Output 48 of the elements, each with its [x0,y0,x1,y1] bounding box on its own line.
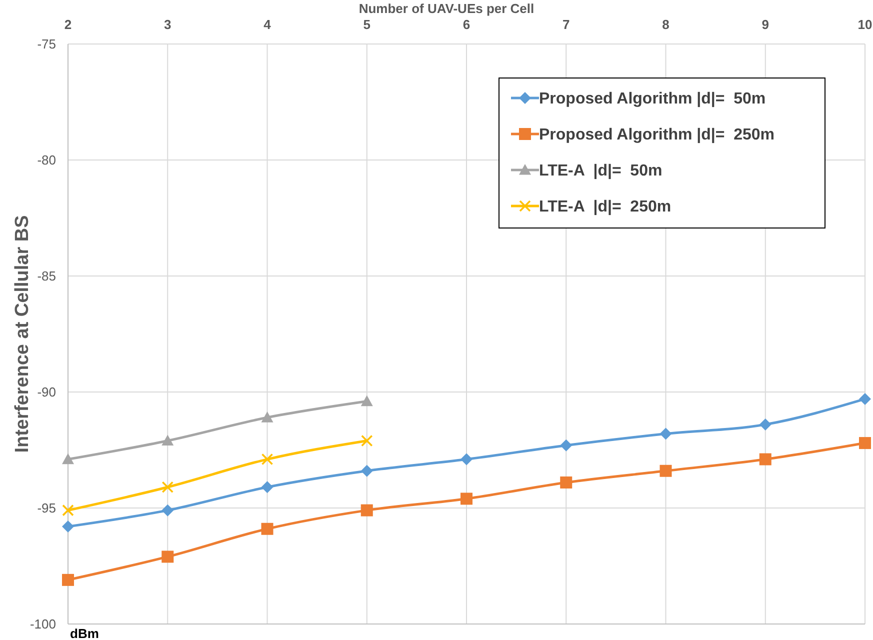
x-tick-label: 10 [858,17,872,32]
point [560,439,572,452]
y-tick-label: -75 [37,36,56,52]
point [460,492,472,505]
x-tick-label: 4 [264,17,272,32]
x-tick-label: 6 [462,17,470,32]
point [360,434,373,447]
y-tick-label: -95 [37,500,56,516]
point [859,437,871,450]
x-tick-label: 8 [662,17,670,32]
x-tick-label: 5 [363,17,370,32]
legend-label: LTE-A |d|= 250m [539,198,672,216]
point [162,434,174,446]
x-tick-label: 3 [164,17,172,32]
point [62,574,74,586]
point [360,395,373,406]
point [360,464,373,477]
x-axis-title: Number of UAV-UEs per Cell [358,1,534,16]
point [162,504,174,516]
point [360,504,373,516]
point [759,453,772,466]
point [261,453,274,466]
point [859,392,871,405]
legend-label: LTE-A |d|= 50m [539,162,662,180]
x-tick-label: 9 [762,17,769,32]
point [62,520,74,533]
y-tick-label: -80 [37,152,56,168]
point [261,522,274,535]
text: dBm [70,626,99,640]
point [62,453,74,464]
y-tick-label: -100 [30,616,56,632]
point [261,412,274,422]
point [162,550,174,563]
point [759,418,772,430]
point [660,464,672,477]
legend-label: Proposed Algorithm |d|= 50m [539,90,766,108]
y-tick-label: -85 [37,268,56,284]
legend-label: Proposed Algorithm |d|= 250m [539,126,775,144]
point [162,481,174,494]
point [62,504,74,516]
y-axis-title: Interference at Cellular BS [12,215,33,453]
y-tick-label: -90 [37,384,56,400]
point [261,481,274,494]
point [660,428,672,440]
point [460,453,472,466]
x-tick-label: 7 [562,17,570,32]
x-tick-label: 2 [64,17,72,32]
point [560,476,572,488]
